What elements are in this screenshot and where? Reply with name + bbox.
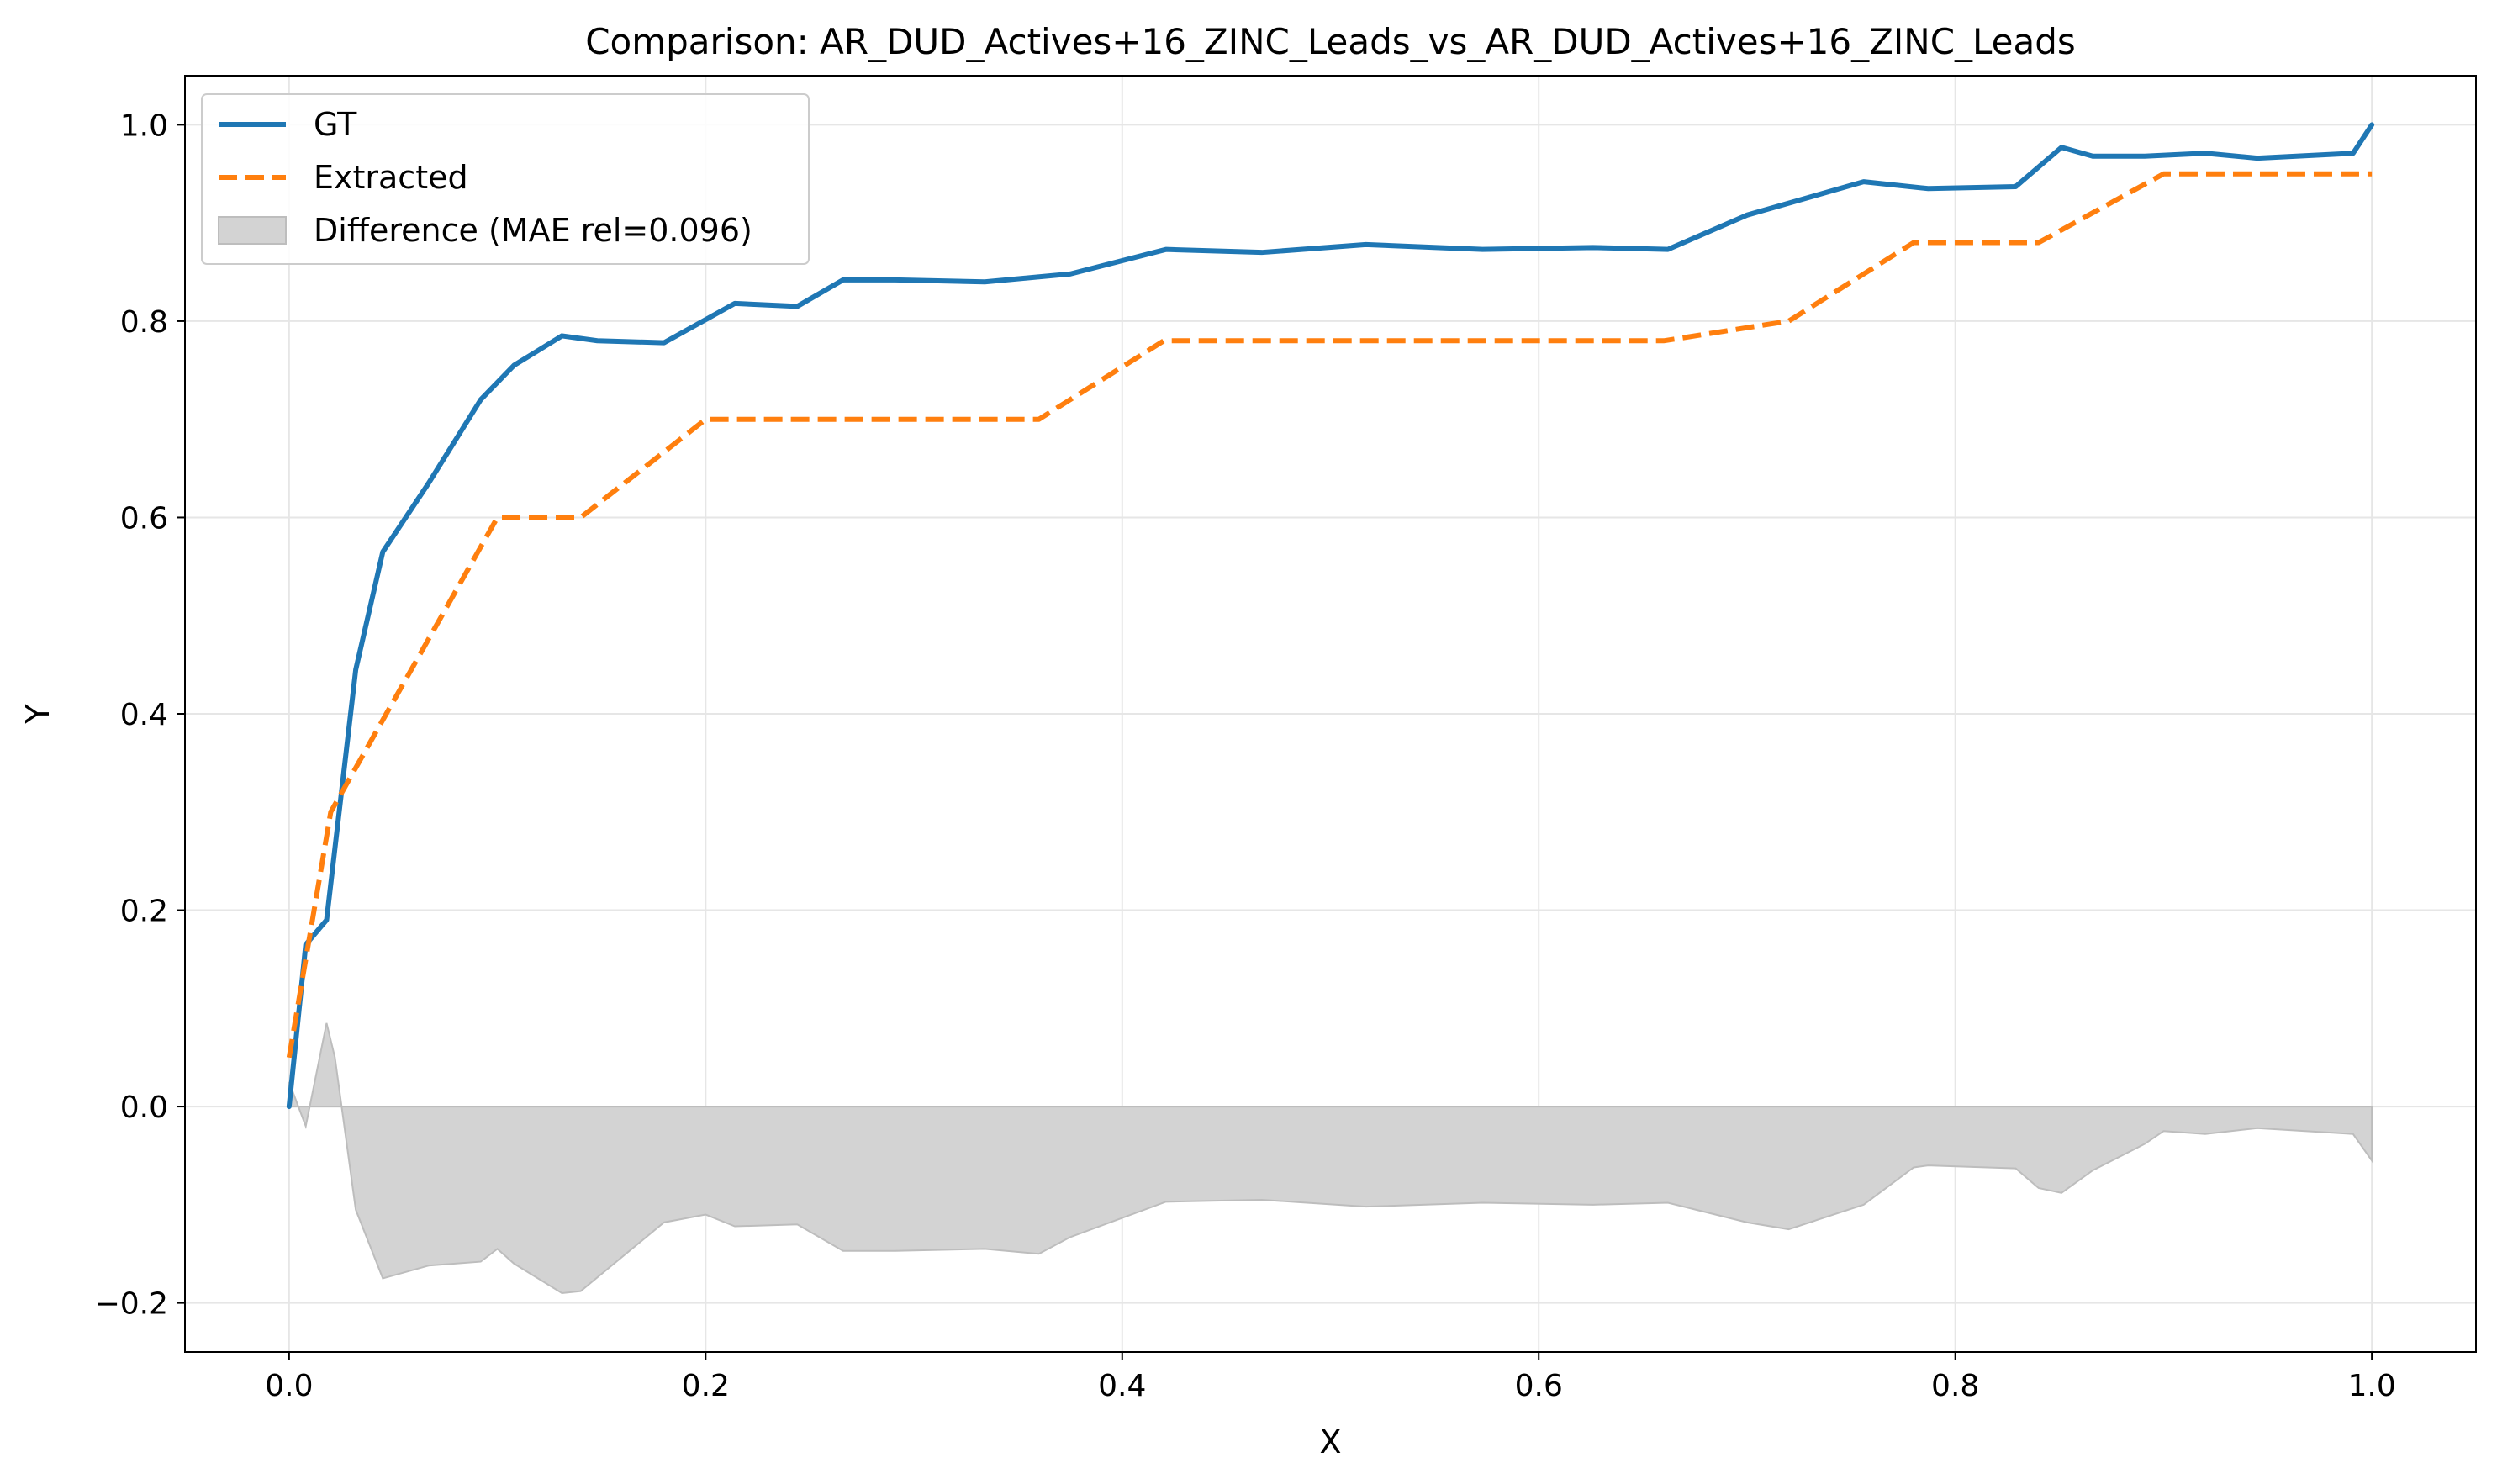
x-tick-label: 0.4 — [1098, 1369, 1146, 1403]
y-tick-label: 0.6 — [120, 501, 168, 536]
difference-area — [288, 1022, 2373, 1294]
x-tick-label: 0.8 — [1931, 1369, 1979, 1403]
legend: GT Extracted Difference (MAE rel=0.096) — [201, 93, 810, 265]
x-tick-label: 0.0 — [265, 1369, 313, 1403]
difference-area-layer — [288, 1022, 2373, 1294]
x-axis-label: X — [1319, 1423, 1341, 1460]
y-tick-label: 0.4 — [120, 698, 168, 732]
chart-title: Comparison: AR_DUD_Actives+16_ZINC_Leads… — [585, 21, 2076, 62]
legend-box — [201, 93, 810, 265]
y-tick-label: 0.2 — [120, 895, 168, 929]
x-tick-label: 0.6 — [1515, 1369, 1563, 1403]
series-layer — [286, 122, 2375, 1110]
y-axis-label: Y — [19, 704, 56, 725]
legend-swatch-difference — [218, 216, 287, 245]
legend-label-gt: GT — [314, 106, 357, 143]
x-tick-label: 0.2 — [682, 1369, 730, 1403]
y-tick-label: −0.2 — [95, 1287, 168, 1322]
legend-label-extracted: Extracted — [314, 159, 468, 196]
tick-layer: 0.0 0.2 0.4 0.6 0.8 1.0 −0.2 0.0 0.2 0.4 0.6 0.8 1.0 — [95, 108, 2396, 1403]
y-tick-label: 1.0 — [120, 108, 168, 143]
series-line-extracted — [286, 171, 2373, 1059]
x-tick-label: 1.0 — [2348, 1369, 2396, 1403]
y-tick-label: 0.0 — [120, 1091, 168, 1125]
series-line-gt — [286, 122, 2375, 1110]
legend-label-difference: Difference (MAE rel=0.096) — [314, 212, 752, 249]
y-tick-label: 0.8 — [120, 305, 168, 340]
